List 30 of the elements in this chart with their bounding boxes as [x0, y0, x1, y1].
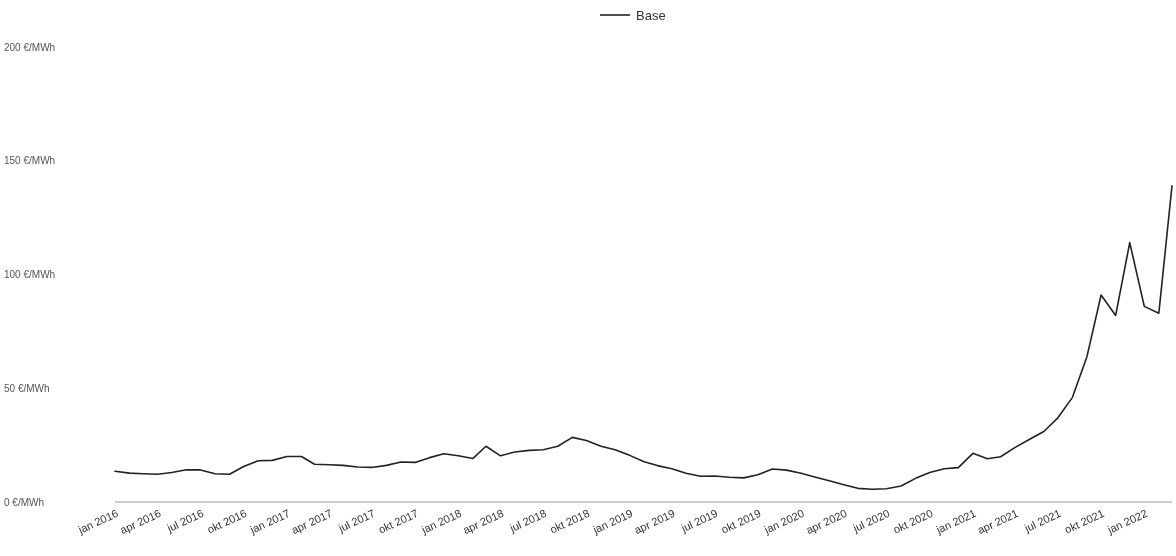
x-tick-label: okt 2019: [719, 506, 763, 536]
legend-label: Base: [636, 7, 666, 23]
line-series: [114, 184, 1173, 491]
y-tick-label: 0 €/MWh: [4, 496, 45, 508]
x-tick-label: apr 2016: [118, 506, 163, 537]
x-tick-label: jan 2016: [75, 506, 120, 537]
y-tick-label: 150 €/MWh: [4, 155, 56, 167]
y-tick-label: 100 €/MWh: [4, 269, 56, 280]
x-tick-label: apr 2020: [804, 506, 849, 537]
x-tick-label: jan 2021: [933, 506, 978, 537]
x-tick-label: jul 2017: [335, 506, 377, 535]
x-tick-label: jan 2022: [1104, 506, 1150, 537]
y-tick-label: 50 €/MWh: [4, 382, 50, 394]
x-tick-label: apr 2017: [289, 506, 334, 537]
x-tick-label: jan 2017: [247, 506, 292, 537]
x-tick-label: jul 2016: [164, 506, 206, 535]
y-tick-label: 200 €/MWh: [4, 41, 56, 53]
x-tick-label: jul 2018: [507, 506, 549, 535]
x-tick-label: okt 2018: [547, 506, 592, 536]
x-tick-label: jul 2020: [850, 506, 892, 535]
x-tick-label: okt 2020: [891, 506, 935, 536]
x-tick-label: apr 2019: [632, 506, 677, 537]
x-tick-label: okt 2021: [1062, 506, 1106, 536]
x-tick-label: jul 2019: [678, 506, 720, 535]
x-tick-label: okt 2016: [205, 506, 249, 536]
x-tick-label: jul 2021: [1021, 506, 1063, 535]
x-tick-label: jan 2020: [761, 506, 806, 537]
x-tick-label: apr 2021: [975, 506, 1021, 537]
x-tick-label: okt 2017: [376, 506, 420, 536]
x-tick-label: jan 2019: [590, 506, 635, 537]
